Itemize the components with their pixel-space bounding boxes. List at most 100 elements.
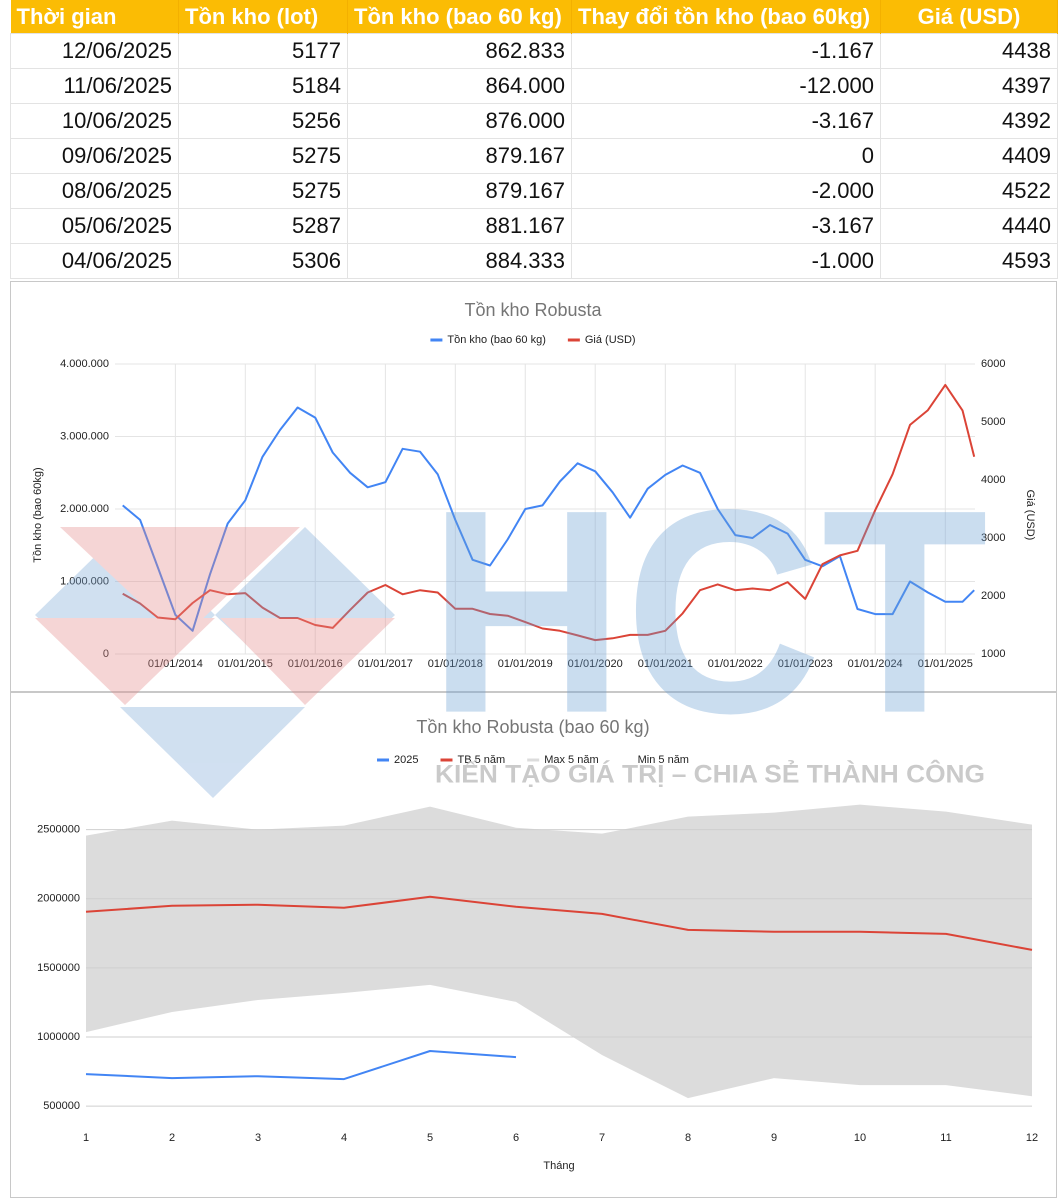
x-tick-label: 8 (685, 1132, 691, 1144)
table-cell: 5287 (178, 208, 348, 244)
watermark: HCT (35, 450, 988, 798)
y-tick-label: 2.000.000 (60, 503, 109, 515)
chart-title: Tồn kho Robusta (bao 60 kg) (416, 717, 649, 737)
y2-tick-label: 2000 (981, 590, 1005, 602)
y2-tick-label: 1000 (981, 648, 1005, 660)
legend-label: 2025 (394, 754, 418, 766)
table-cell: -1.000 (571, 243, 881, 279)
legend-label: Tồn kho (bao 60 kg) (447, 334, 545, 346)
x-tick-label: 01/01/2018 (428, 658, 483, 670)
y2-tick-label: 3000 (981, 532, 1005, 544)
x-tick-label: 01/01/2020 (568, 658, 623, 670)
table-cell: 5275 (178, 138, 348, 174)
logo-shape (215, 527, 395, 700)
logo-shape (220, 618, 395, 705)
series-line (85, 1050, 517, 1081)
slogan: KIẾN TẠO GIÁ TRỊ – CHIA SẺ THÀNH CÔNG (435, 759, 985, 789)
table-cell: 08/06/2025 (10, 173, 179, 209)
y2-tick-label: 4000 (981, 474, 1005, 486)
x-tick-label: 01/01/2024 (848, 658, 903, 670)
table-cell: 881.167 (347, 208, 572, 244)
x-tick-label: 2 (169, 1132, 175, 1144)
x-tick-label: 01/01/2025 (918, 658, 973, 670)
y-tick-label: 2500000 (37, 824, 80, 836)
logo-shape (120, 707, 305, 798)
column-header: Thời gian (10, 0, 179, 34)
table-row: 04/06/2025 5306 884.333 -1.000 4593 (10, 243, 1058, 279)
x-tick-label: 6 (513, 1132, 519, 1144)
table-cell: 862.833 (347, 33, 572, 69)
table-cell: 5256 (178, 103, 348, 139)
y-tick-label: 3.000.000 (60, 430, 109, 442)
table-cell: 10/06/2025 (10, 103, 179, 139)
legend-label: Giá (USD) (585, 334, 636, 346)
table-cell: 879.167 (347, 173, 572, 209)
y-tick-label: 500000 (43, 1100, 80, 1112)
column-header: Tồn kho (bao 60 kg) (347, 0, 572, 34)
table-row: 09/06/2025 5275 879.167 0 4409 (10, 138, 1058, 174)
x-tick-label: 4 (341, 1132, 347, 1144)
x-tick-label: 12 (1026, 1132, 1038, 1144)
series-line (85, 895, 1033, 951)
table-cell: -12.000 (571, 68, 881, 104)
table-cell: 04/06/2025 (10, 243, 179, 279)
table-cell: 05/06/2025 (10, 208, 179, 244)
column-header: Tồn kho (lot) (178, 0, 348, 34)
table-cell: 4440 (880, 208, 1058, 244)
table-cell: 5177 (178, 33, 348, 69)
table-row: 11/06/2025 5184 864.000 -12.000 4397 (10, 68, 1058, 104)
legend-label: Min 5 năm (638, 754, 689, 766)
column-header: Thay đổi tồn kho (bao 60kg) (571, 0, 881, 34)
table-row: 10/06/2025 5256 876.000 -3.167 4392 (10, 103, 1058, 139)
header-row: Thời gian Tồn kho (lot) Tồn kho (bao 60 kg… (10, 0, 1058, 34)
logo-shape (60, 527, 300, 640)
x-axis-label: Tháng (543, 1160, 574, 1172)
table-cell: 879.167 (347, 138, 572, 174)
x-tick-label: 3 (255, 1132, 261, 1144)
legend-label: Max 5 năm (544, 754, 598, 766)
table-cell: -3.167 (571, 103, 881, 139)
y2-tick-label: 5000 (981, 416, 1005, 428)
legend-label: TB 5 năm (458, 754, 506, 766)
legend: 2025 TB 5 năm Max 5 năm Min 5 năm (377, 754, 689, 766)
brand: HCT (428, 450, 988, 774)
table-cell: 5306 (178, 243, 348, 279)
x-tick-label: 5 (427, 1132, 433, 1144)
table-cell: 09/06/2025 (10, 138, 179, 174)
table-cell: 4522 (880, 173, 1058, 209)
y2-tick-label: 6000 (981, 358, 1005, 370)
x-tick-label: 01/01/2022 (708, 658, 763, 670)
table-cell: 4593 (880, 243, 1058, 279)
x-tick-label: 9 (771, 1132, 777, 1144)
table-cell: 876.000 (347, 103, 572, 139)
table-row: 05/06/2025 5287 881.167 -3.167 4440 (10, 208, 1058, 244)
area (86, 984, 1032, 1120)
x-tick-label: 11 (940, 1132, 951, 1144)
x-tick-label: 01/01/2017 (358, 658, 413, 670)
legend: Tồn kho (bao 60 kg) Giá (USD) (430, 334, 636, 346)
chart-title: Tồn kho Robusta (464, 300, 602, 320)
seasonal-chart: Tồn kho Robusta (bao 60 kg) 500000 1000000… (37, 717, 1038, 1172)
y-tick-label: 1.000.000 (60, 575, 109, 587)
table-cell: -1.167 (571, 33, 881, 69)
x-tick-label: 7 (599, 1132, 605, 1144)
x-tick-label: 10 (854, 1132, 866, 1144)
x-tick-label: 01/01/2021 (638, 658, 693, 670)
y-tick-label: 2000000 (37, 893, 80, 905)
x-tick-label: 01/01/2015 (218, 658, 273, 670)
table-cell: 884.333 (347, 243, 572, 279)
table-cell: 5275 (178, 173, 348, 209)
x-tick-label: 01/01/2023 (778, 658, 833, 670)
table-cell: 5184 (178, 68, 348, 104)
x-tick-label: 01/01/2019 (498, 658, 553, 670)
series-line (122, 383, 976, 642)
table-row: 12/06/2025 5177 862.833 -1.167 4438 (10, 33, 1058, 69)
y-axis-label: Tồn kho (bao 60kg) (32, 467, 44, 562)
logo-shape (35, 527, 215, 700)
x-tick-label: 01/01/2014 (148, 658, 203, 670)
x-tick-label: 1 (83, 1132, 89, 1144)
logo-shape (35, 618, 215, 705)
column-header: Giá (USD) (880, 0, 1058, 34)
